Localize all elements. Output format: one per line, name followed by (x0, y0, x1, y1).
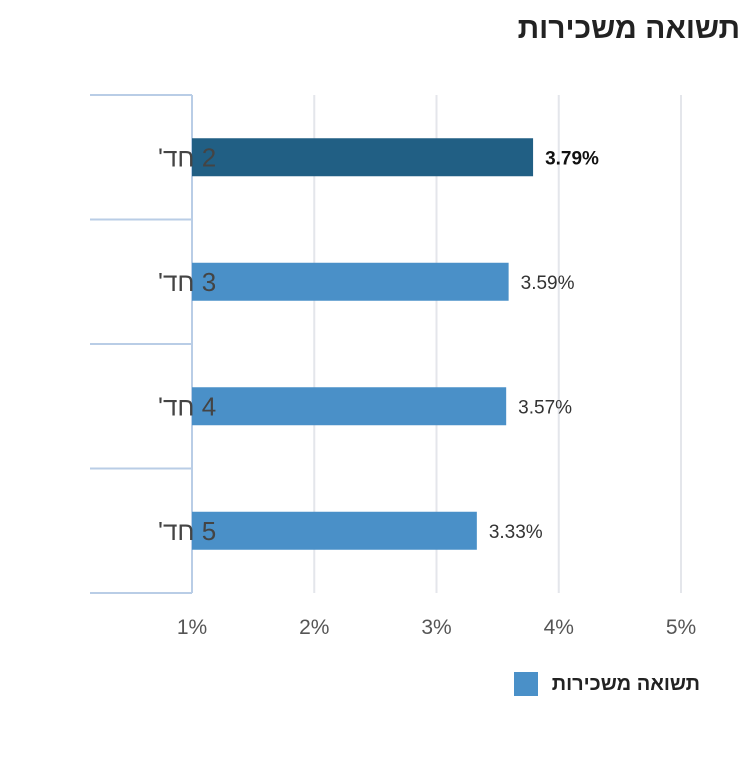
category-label: 5 חד' (158, 516, 216, 546)
bar (192, 262, 509, 301)
x-tick-label: 1% (177, 616, 207, 639)
data-label: 3.79% (545, 148, 599, 169)
category-label: 2 חד' (158, 142, 216, 172)
data-label: 3.33% (489, 522, 543, 543)
bar (192, 387, 507, 426)
legend-swatch (513, 672, 538, 696)
legend: תשואה משכירות (513, 672, 700, 696)
x-tick-label: 5% (666, 616, 696, 639)
category-label: 3 חד' (158, 267, 216, 297)
bar (192, 138, 534, 177)
chart-title: תשואה משכירות (517, 12, 740, 45)
x-tick-label: 3% (421, 616, 451, 639)
category-label: 4 חד' (158, 391, 216, 421)
data-label: 3.57% (518, 397, 572, 418)
bar (192, 511, 477, 550)
x-tick-label: 2% (299, 616, 329, 639)
bar-chart: 2 חד' 3.79% 3 חד' 3.59% 4 חד' 3.57% 5 חד' 3.33%… (90, 94, 696, 639)
x-tick-label: 4% (544, 616, 574, 639)
data-label: 3.59% (521, 273, 575, 294)
legend-label: תשואה משכירות (551, 672, 700, 695)
